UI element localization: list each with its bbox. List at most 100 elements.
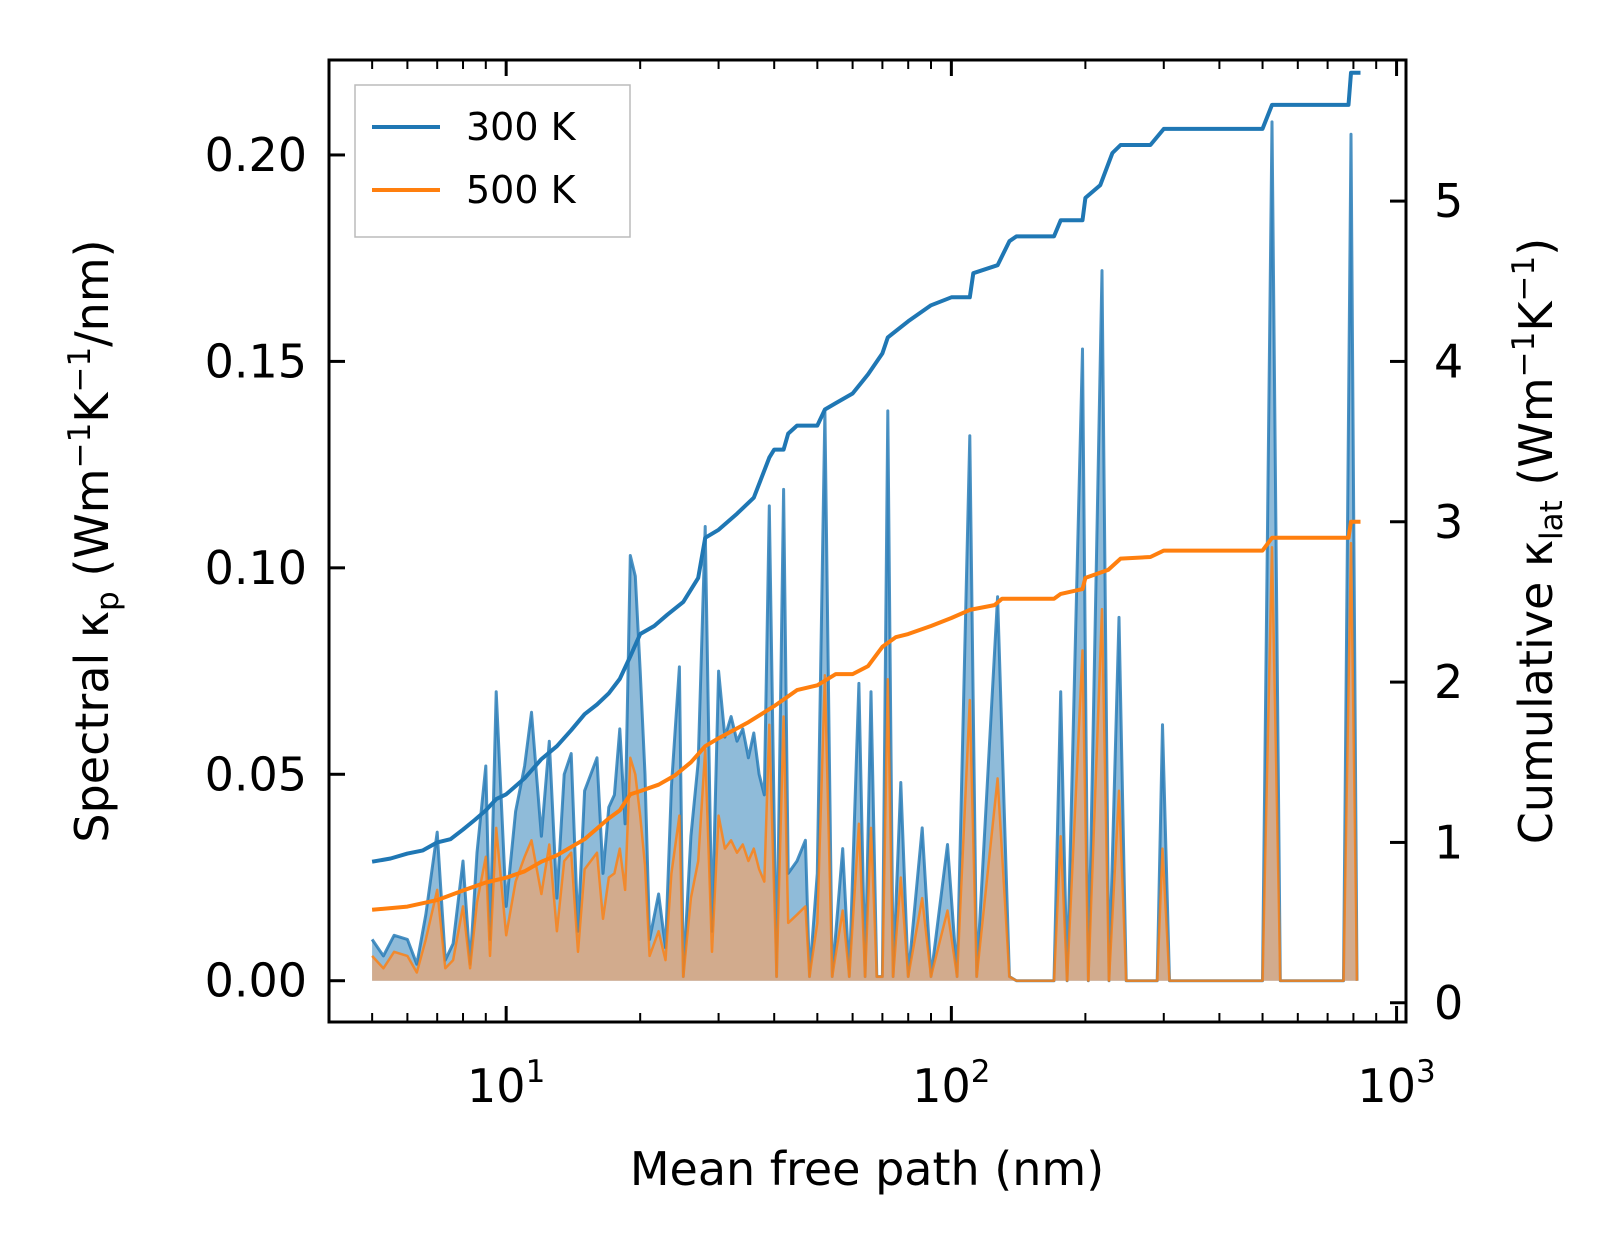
spectral-point-500k [908, 976, 909, 977]
spectral-point-500k [783, 716, 784, 717]
spectral-point-500k [712, 951, 713, 952]
cumulative-point-500k [675, 775, 676, 776]
cumulative-point-300k [1085, 197, 1086, 198]
spectral-point-500k [490, 955, 491, 956]
spectral-point-500k [649, 955, 650, 956]
cumulative-point-500k [1120, 558, 1121, 559]
cumulative-point-500k [541, 861, 542, 862]
spectral-point-500k [524, 856, 525, 857]
spectral-point-500k [969, 700, 970, 701]
cumulative-point-300k [1082, 220, 1083, 221]
spectral-point-500k [887, 679, 888, 680]
spectral-point-500k [976, 976, 977, 977]
spectral-point-300k [614, 794, 615, 795]
series-layer [370, 70, 1361, 983]
cumulative-point-300k [640, 634, 641, 635]
spectral-point-500k [571, 852, 572, 853]
cumulative-point-500k [1108, 569, 1109, 570]
spectral-point-500k [556, 931, 557, 932]
spectral-point-300k [524, 766, 525, 767]
cumulative-point-300k [774, 449, 775, 450]
spectral-point-300k [797, 861, 798, 862]
spectral-point-300k [625, 823, 626, 824]
cumulative-point-300k [1054, 236, 1055, 237]
spectral-point-300k [737, 741, 738, 742]
spectral-point-500k [416, 972, 417, 973]
y-left-tick-label: 0.15 [205, 334, 307, 388]
spectral-point-500k [425, 939, 426, 940]
cumulative-point-300k [630, 656, 631, 657]
spectral-point-500k [1280, 980, 1281, 981]
cumulative-point-500k [931, 626, 932, 627]
spectral-point-300k [383, 955, 384, 956]
spectral-point-500k [742, 844, 743, 845]
spectral-point-500k [871, 827, 872, 828]
spectral-point-500k [893, 976, 894, 977]
cumulative-point-300k [835, 403, 836, 404]
spectral-point-500k [865, 976, 866, 977]
spectral-point-300k [759, 774, 760, 775]
spectral-point-500k [453, 960, 454, 961]
spectral-point-500k [1126, 980, 1127, 981]
cumulative-point-500k [951, 618, 952, 619]
spectral-point-300k [372, 939, 373, 940]
cumulative-point-300k [1348, 104, 1349, 105]
spectral-point-500k [515, 881, 516, 882]
spectral-point-500k [769, 724, 770, 725]
spectral-point-500k [718, 815, 719, 816]
cumulative-point-500k [1351, 521, 1352, 522]
spectral-point-500k [1082, 650, 1083, 651]
cumulative-point-300k [797, 425, 798, 426]
cumulative-point-500k [882, 646, 883, 647]
spectral-point-500k [858, 823, 859, 824]
spectral-point-300k [1162, 724, 1163, 725]
spectral-point-300k [842, 848, 843, 849]
cumulative-point-300k [597, 704, 598, 705]
cumulative-point-300k [556, 746, 557, 747]
cumulative-point-300k [1100, 185, 1101, 186]
cumulative-point-500k [463, 890, 464, 891]
cumulative-point-300k [1150, 145, 1151, 146]
spectral-point-300k [608, 807, 609, 808]
spectral-point-500k [485, 856, 486, 857]
spectral-point-500k [463, 906, 464, 907]
y-axis-right-label: Cumulative κlat (Wm−1K−1) [1506, 238, 1570, 844]
cumulative-point-500k [524, 871, 525, 872]
spectral-point-300k [690, 836, 691, 837]
spectral-point-300k [769, 505, 770, 506]
spectral-point-500k [724, 848, 725, 849]
cumulative-point-500k [1082, 589, 1083, 590]
spectral-point-500k [797, 914, 798, 915]
spectral-point-300k [871, 691, 872, 692]
cumulative-point-500k [835, 674, 836, 675]
spectral-point-300k [477, 852, 478, 853]
cumulative-point-300k [817, 425, 818, 426]
spectral-point-500k [832, 976, 833, 977]
spectral-point-300k [556, 898, 557, 899]
spectral-point-500k [824, 675, 825, 676]
spectral-point-300k [1119, 617, 1120, 618]
spectral-point-300k [969, 435, 970, 436]
spectral-point-500k [1357, 980, 1358, 981]
cumulative-line-300k [371, 70, 1361, 864]
spectral-point-300k [425, 914, 426, 915]
cumulative-point-300k [931, 305, 932, 306]
spectral-point-500k [788, 922, 789, 923]
cumulative-point-300k [496, 799, 497, 800]
cumulative-point-300k [450, 839, 451, 840]
spectral-point-500k [671, 873, 672, 874]
cumulative-point-500k [868, 666, 869, 667]
cumulative-point-300k [852, 393, 853, 394]
cumulative-point-300k [868, 374, 869, 375]
cumulative-point-300k [1120, 145, 1121, 146]
spectral-point-300k [947, 844, 948, 845]
cumulative-point-300k [422, 850, 423, 851]
cumulative-point-300k [788, 433, 789, 434]
spectral-point-500k [635, 774, 636, 775]
spectral-point-500k [614, 873, 615, 874]
cumulative-point-500k [372, 909, 373, 910]
legend-box [354, 84, 631, 238]
cumulative-point-500k [407, 906, 408, 907]
spectral-point-500k [849, 976, 850, 977]
spectral-point-500k [437, 889, 438, 890]
